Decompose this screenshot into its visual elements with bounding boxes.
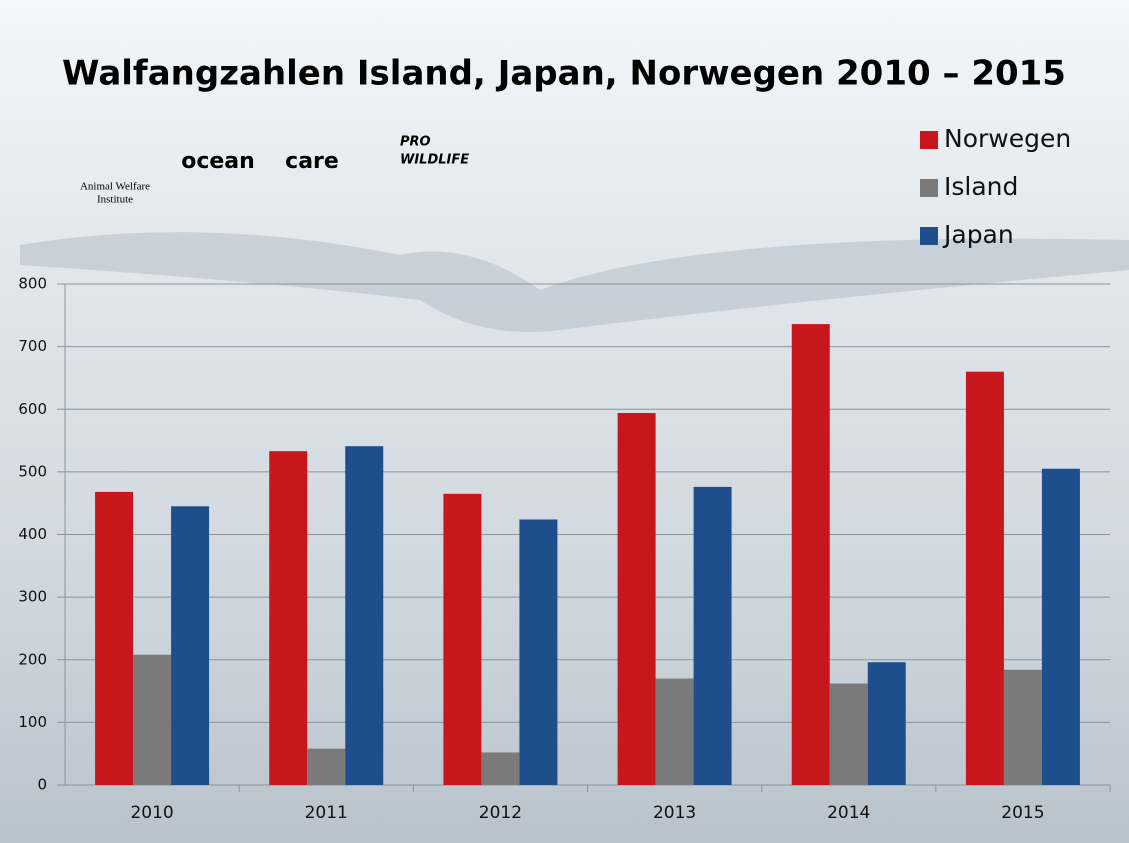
bar — [792, 324, 830, 785]
chart: Walfangzahlen Island, Japan, Norwegen 20… — [0, 0, 1129, 843]
bar — [171, 506, 209, 785]
bar — [307, 749, 345, 785]
bar — [269, 451, 307, 785]
bar — [694, 487, 732, 785]
bar — [966, 372, 1004, 785]
y-tick-label: 200 — [18, 650, 47, 668]
bar — [830, 684, 868, 785]
legend-label: Island — [944, 172, 1018, 201]
y-tick-label: 0 — [37, 776, 47, 794]
logo-text: ocean — [181, 149, 255, 174]
y-tick-label: 800 — [18, 275, 47, 293]
logo-text: Animal Welfare — [80, 181, 150, 193]
logo-text: WILDLIFE — [400, 153, 469, 168]
y-tick-label: 300 — [18, 588, 47, 606]
bar — [1042, 469, 1080, 785]
chart-title: Walfangzahlen Island, Japan, Norwegen 20… — [62, 54, 1066, 94]
y-tick-label: 600 — [18, 400, 47, 418]
bar — [481, 752, 519, 785]
legend-label: Japan — [942, 220, 1014, 249]
x-tick-label: 2014 — [827, 803, 870, 823]
x-tick-label: 2011 — [305, 803, 348, 823]
bar — [656, 679, 694, 785]
bar — [1004, 670, 1042, 785]
logo-text: care — [285, 149, 339, 174]
bar — [519, 519, 557, 785]
legend-swatch — [920, 227, 938, 245]
bar — [345, 446, 383, 785]
y-tick-label: 500 — [18, 462, 47, 480]
x-tick-label: 2012 — [479, 803, 522, 823]
legend-swatch — [920, 179, 938, 197]
bar — [618, 413, 656, 785]
y-tick-label: 100 — [18, 713, 47, 731]
bar — [133, 655, 171, 785]
logo-text: PRO — [400, 135, 431, 150]
logo-text: Institute — [97, 194, 133, 206]
x-tick-label: 2015 — [1001, 803, 1044, 823]
x-tick-label: 2013 — [653, 803, 696, 823]
legend-swatch — [920, 131, 938, 149]
y-tick-label: 400 — [18, 525, 47, 543]
bar — [868, 662, 906, 785]
y-tick-label: 700 — [18, 337, 47, 355]
bar — [95, 492, 133, 785]
legend-label: Norwegen — [944, 124, 1071, 153]
bar — [443, 494, 481, 785]
x-tick-label: 2010 — [130, 803, 173, 823]
